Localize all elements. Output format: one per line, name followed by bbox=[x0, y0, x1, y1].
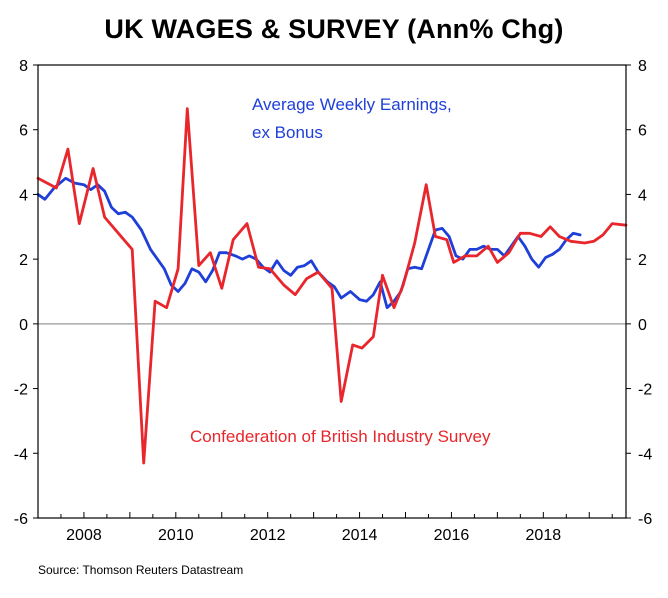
y-tick-label-left: -4 bbox=[14, 446, 28, 463]
source-note: Source: Thomson Reuters Datastream bbox=[38, 563, 244, 577]
y-tick-label-left: 8 bbox=[19, 58, 28, 75]
y-tick-label-left: -6 bbox=[14, 511, 28, 528]
y-tick-label-left: 6 bbox=[19, 123, 28, 140]
chart-title: UK WAGES & SURVEY (Ann% Chg) bbox=[104, 14, 564, 44]
y-tick-label-right: 4 bbox=[638, 187, 647, 204]
y-tick-label-right: -6 bbox=[638, 511, 652, 528]
x-tick-label: 2010 bbox=[158, 527, 194, 544]
awe-series-line bbox=[36, 176, 582, 310]
cbi-series-label: Confederation of British Industry Survey bbox=[190, 427, 491, 446]
y-tick-label-left: 2 bbox=[19, 252, 28, 269]
awe-series-label-line1: Average Weekly Earnings, bbox=[252, 95, 452, 114]
y-tick-label-right: 8 bbox=[638, 58, 647, 75]
y-tick-label-right: 6 bbox=[638, 123, 647, 140]
tick-labels-group: -6 -6 -4 -4 -2 -2 0 0 2 2 4 4 6 6 8 8 2008 2010 2012 2014 20… bbox=[14, 58, 653, 544]
y-tick-label-left: 0 bbox=[19, 317, 28, 334]
axis-ticks-group bbox=[33, 64, 631, 519]
series-group bbox=[36, 107, 628, 465]
y-tick-label-right: 0 bbox=[638, 317, 647, 334]
cbi-series-line bbox=[36, 107, 628, 465]
y-tick-label-right: -2 bbox=[638, 382, 652, 399]
awe-series-label-line2: ex Bonus bbox=[252, 123, 323, 142]
plot-frame bbox=[37, 64, 627, 519]
x-tick-label: 2016 bbox=[434, 527, 470, 544]
x-tick-label: 2008 bbox=[66, 527, 102, 544]
x-tick-label: 2014 bbox=[342, 527, 378, 544]
y-tick-label-right: 2 bbox=[638, 252, 647, 269]
y-tick-label-left: -2 bbox=[14, 382, 28, 399]
x-tick-label: 2012 bbox=[250, 527, 286, 544]
x-tick-label: 2018 bbox=[526, 527, 562, 544]
y-tick-label-right: -4 bbox=[638, 446, 652, 463]
y-tick-label-left: 4 bbox=[19, 187, 28, 204]
